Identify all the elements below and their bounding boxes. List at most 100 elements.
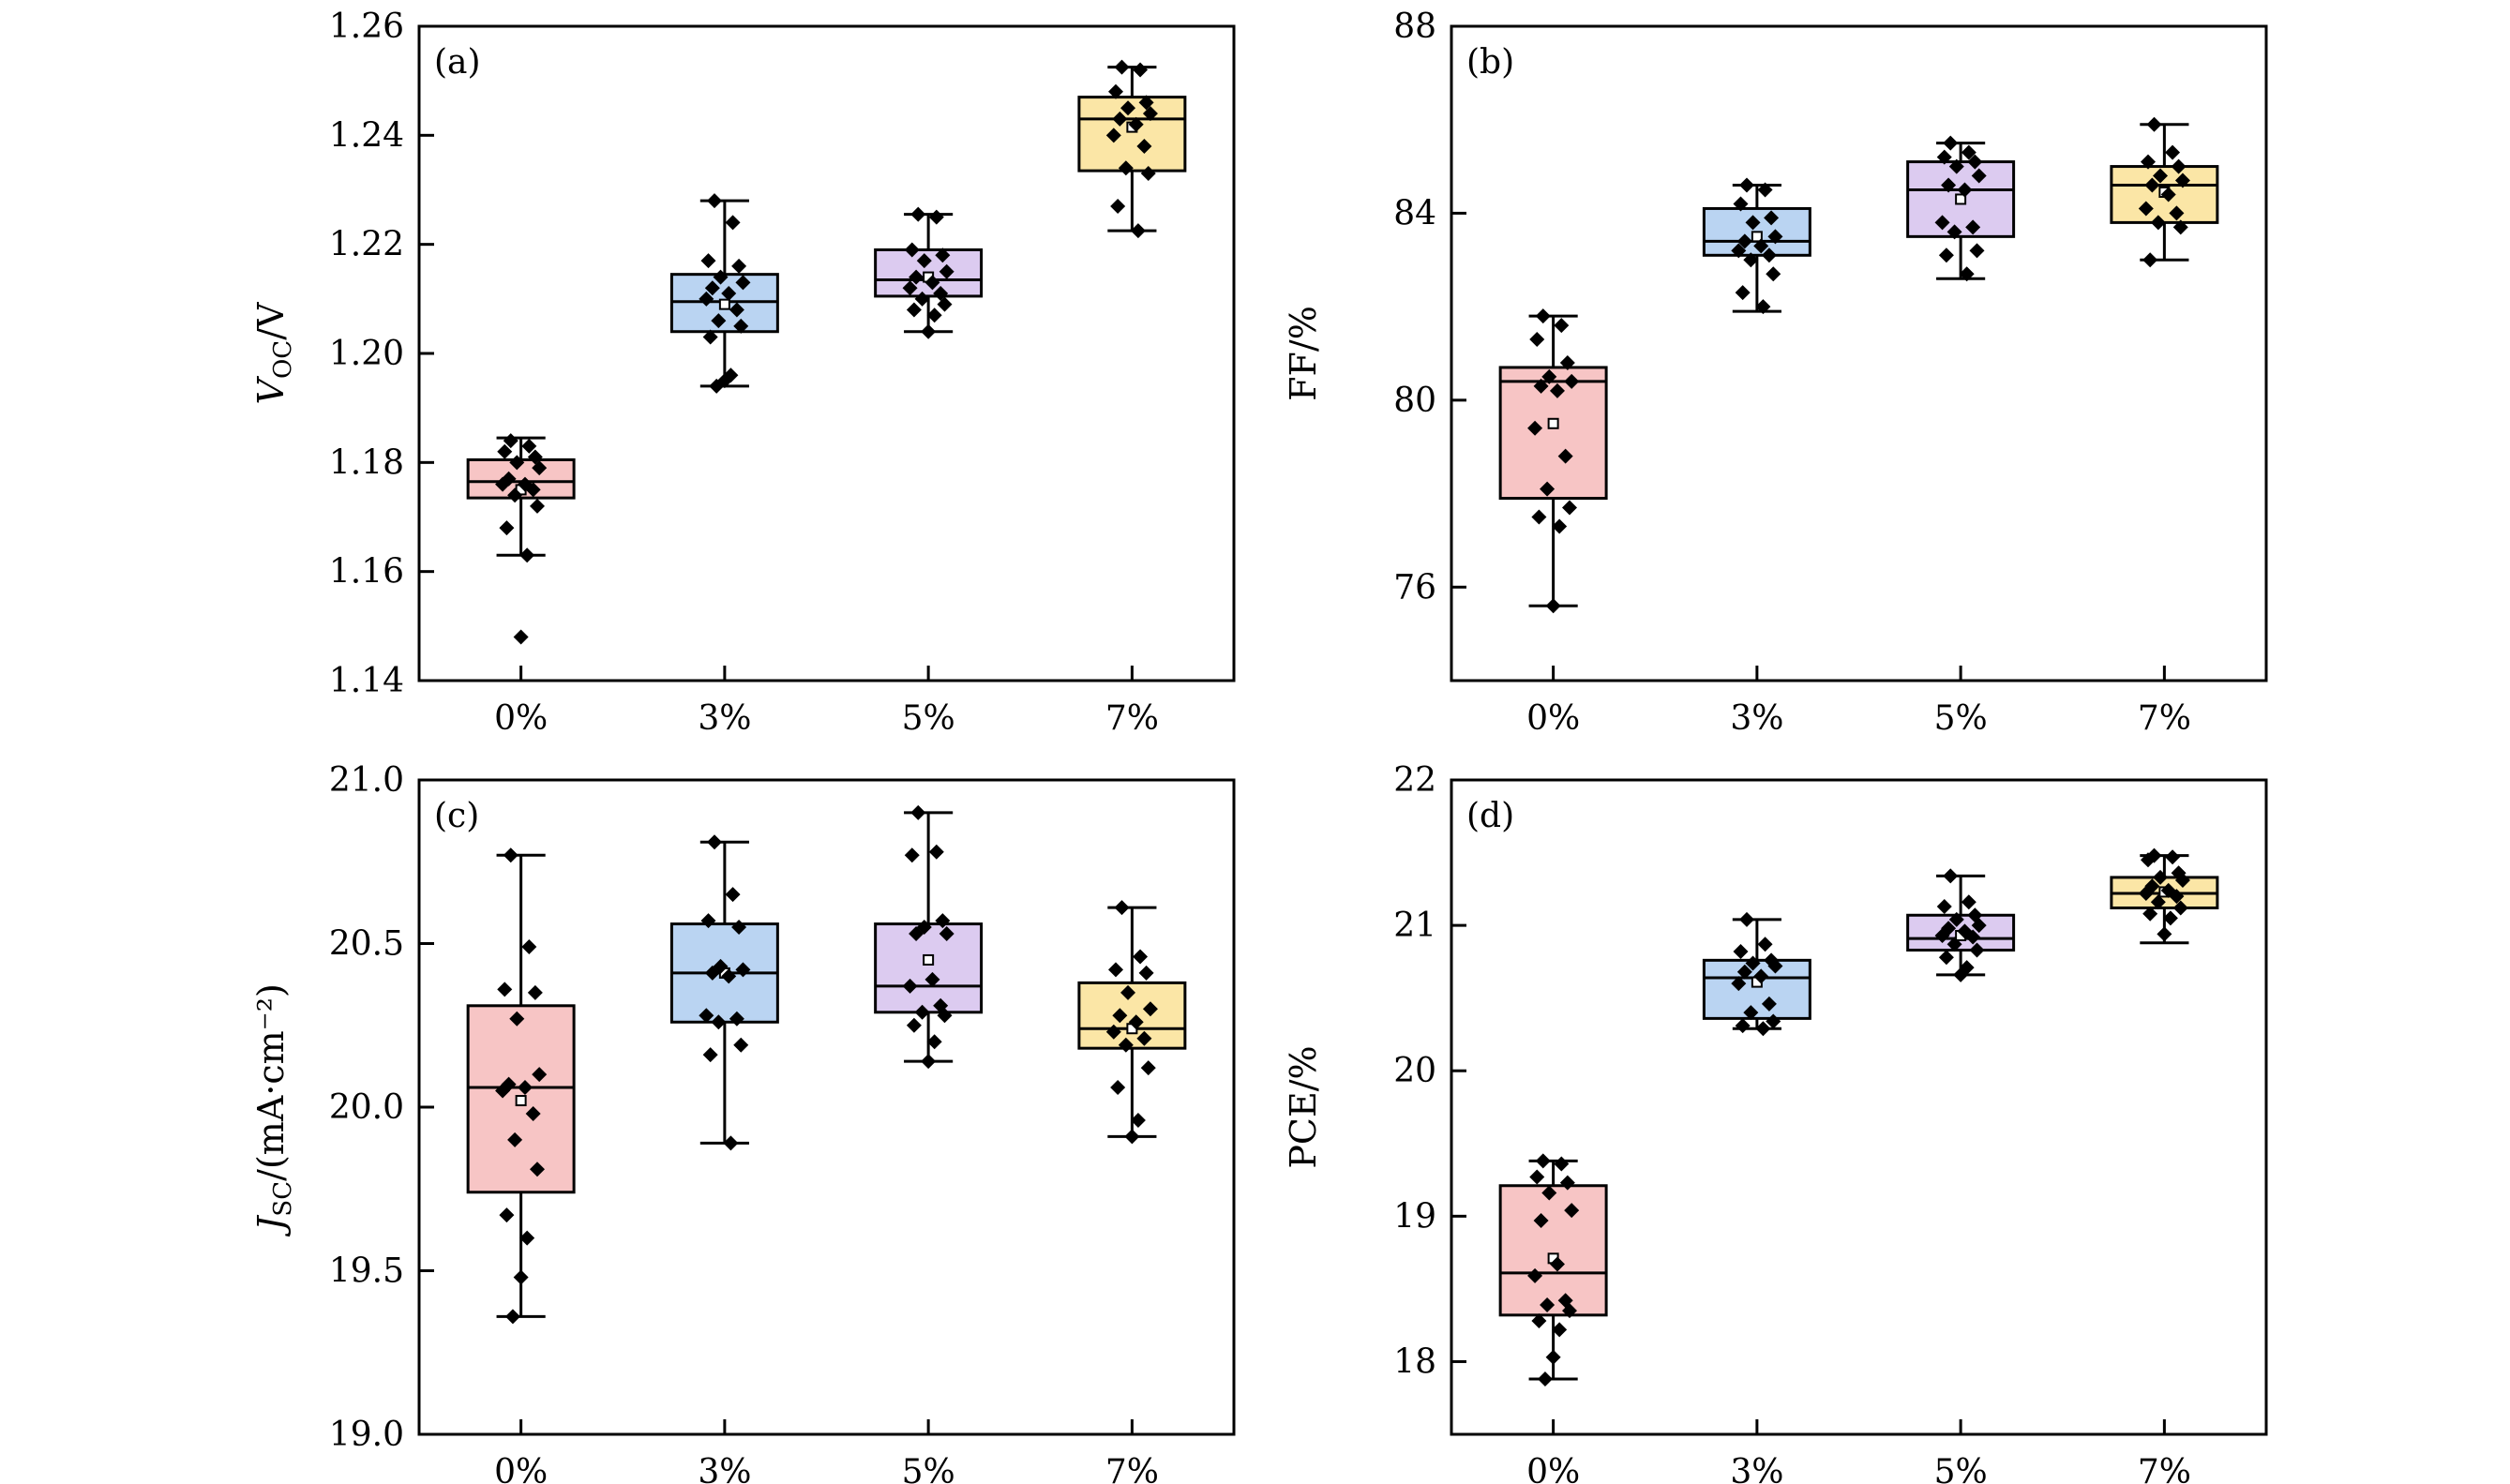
data-point (1941, 177, 1957, 193)
chart-panel-d: 18 19 20 21 22 0% 3% 5% 7% (d) PCE/% (1283, 761, 2268, 1484)
data-point (1533, 378, 1549, 394)
data-point (707, 834, 723, 850)
data-point (2142, 252, 2158, 268)
data-point (1766, 266, 1781, 282)
data-point (2140, 154, 2156, 170)
data-point (729, 1011, 744, 1027)
data-point (713, 269, 729, 285)
data-point (1971, 918, 1987, 934)
data-point (2138, 885, 2154, 901)
box-group-0pct (1498, 308, 1608, 614)
data-point (1767, 958, 1783, 974)
y-axis-title-main: FF/% (1283, 306, 1324, 401)
data-point (521, 438, 537, 454)
data-point (909, 269, 924, 285)
data-point (507, 1132, 523, 1147)
data-point (902, 978, 918, 994)
panel-label: (c) (434, 797, 479, 835)
data-point (2172, 900, 2188, 916)
x-tick-label: 3% (698, 699, 751, 738)
data-point (707, 193, 723, 209)
data-point (519, 547, 535, 563)
box-group-3pct (1702, 911, 1811, 1037)
data-point (1112, 111, 1128, 127)
y-axis-title-subscript: SC (269, 1181, 297, 1217)
mean-marker (923, 953, 935, 966)
data-point (723, 1135, 739, 1151)
data-point (495, 1083, 511, 1099)
y-axis-title-unit: /(mA·cm⁻²) (250, 983, 292, 1181)
data-point (525, 482, 541, 498)
data-point (926, 307, 942, 323)
data-point (935, 247, 951, 263)
data-point (1107, 962, 1123, 978)
data-point (532, 460, 548, 476)
data-point (530, 498, 546, 514)
data-point (1743, 1005, 1759, 1021)
y-axis-title-unit: /V (250, 302, 292, 340)
data-point (699, 1008, 714, 1024)
x-tick-label: 0% (1526, 699, 1580, 738)
data-point (2160, 187, 2176, 202)
data-point (939, 263, 954, 279)
data-point (733, 318, 749, 334)
data-point (1761, 247, 1777, 263)
data-point (1965, 219, 1981, 235)
y-tick-label: 18 (1393, 1342, 1436, 1381)
data-point (1105, 1024, 1121, 1040)
data-point (1946, 224, 1962, 240)
mean-marker (1751, 231, 1763, 243)
data-point (1764, 210, 1780, 226)
data-point (2174, 873, 2190, 889)
data-point (1943, 135, 1959, 151)
data-point (1766, 1013, 1781, 1029)
box-group-5pct (874, 804, 984, 1070)
data-point (1549, 382, 1565, 398)
data-point (1735, 1018, 1751, 1034)
data-point (921, 323, 937, 339)
data-point (904, 847, 920, 863)
data-point (2165, 849, 2181, 865)
data-point (519, 1230, 535, 1246)
data-point (1757, 182, 1773, 198)
box-group-5pct (1906, 135, 2016, 282)
data-point (1114, 59, 1130, 75)
data-point (1533, 1212, 1549, 1228)
data-point (700, 253, 716, 269)
data-point (924, 971, 940, 987)
data-point (914, 1004, 930, 1020)
y-tick-label: 88 (1393, 7, 1436, 46)
data-point (1545, 1349, 1561, 1365)
data-point (733, 1037, 749, 1053)
data-point (1753, 968, 1769, 984)
y-tick-label: 1.14 (329, 662, 404, 700)
data-point (1140, 166, 1156, 182)
box-group-3pct (1702, 177, 1811, 315)
data-point (1112, 1008, 1128, 1024)
data-point (1557, 448, 1573, 464)
data-point (902, 280, 918, 296)
data-point (1731, 243, 1747, 259)
box-body (1498, 1184, 1608, 1317)
data-point (1965, 929, 1981, 945)
data-point (1527, 420, 1543, 436)
x-tick-label: 5% (902, 1453, 955, 1484)
data-point (916, 253, 932, 269)
y-tick-label: 19.0 (329, 1416, 404, 1454)
box-group-7pct (1077, 900, 1187, 1145)
data-point (904, 242, 920, 258)
data-point (1531, 1313, 1547, 1329)
data-point (2140, 852, 2156, 868)
data-point (909, 926, 924, 942)
data-point (513, 1269, 529, 1285)
data-point (525, 1105, 541, 1121)
data-point (2172, 219, 2188, 235)
data-point (2138, 201, 2154, 217)
data-point (939, 926, 954, 942)
data-point (530, 1162, 546, 1177)
y-axis-title: FF/% (1283, 306, 1324, 401)
panel-label: (a) (434, 43, 481, 82)
data-point (1959, 266, 1975, 282)
data-point (731, 258, 747, 274)
